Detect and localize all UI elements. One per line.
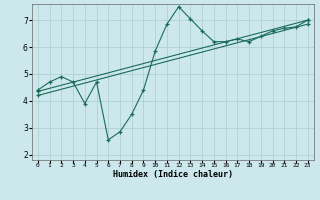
X-axis label: Humidex (Indice chaleur): Humidex (Indice chaleur) (113, 170, 233, 179)
